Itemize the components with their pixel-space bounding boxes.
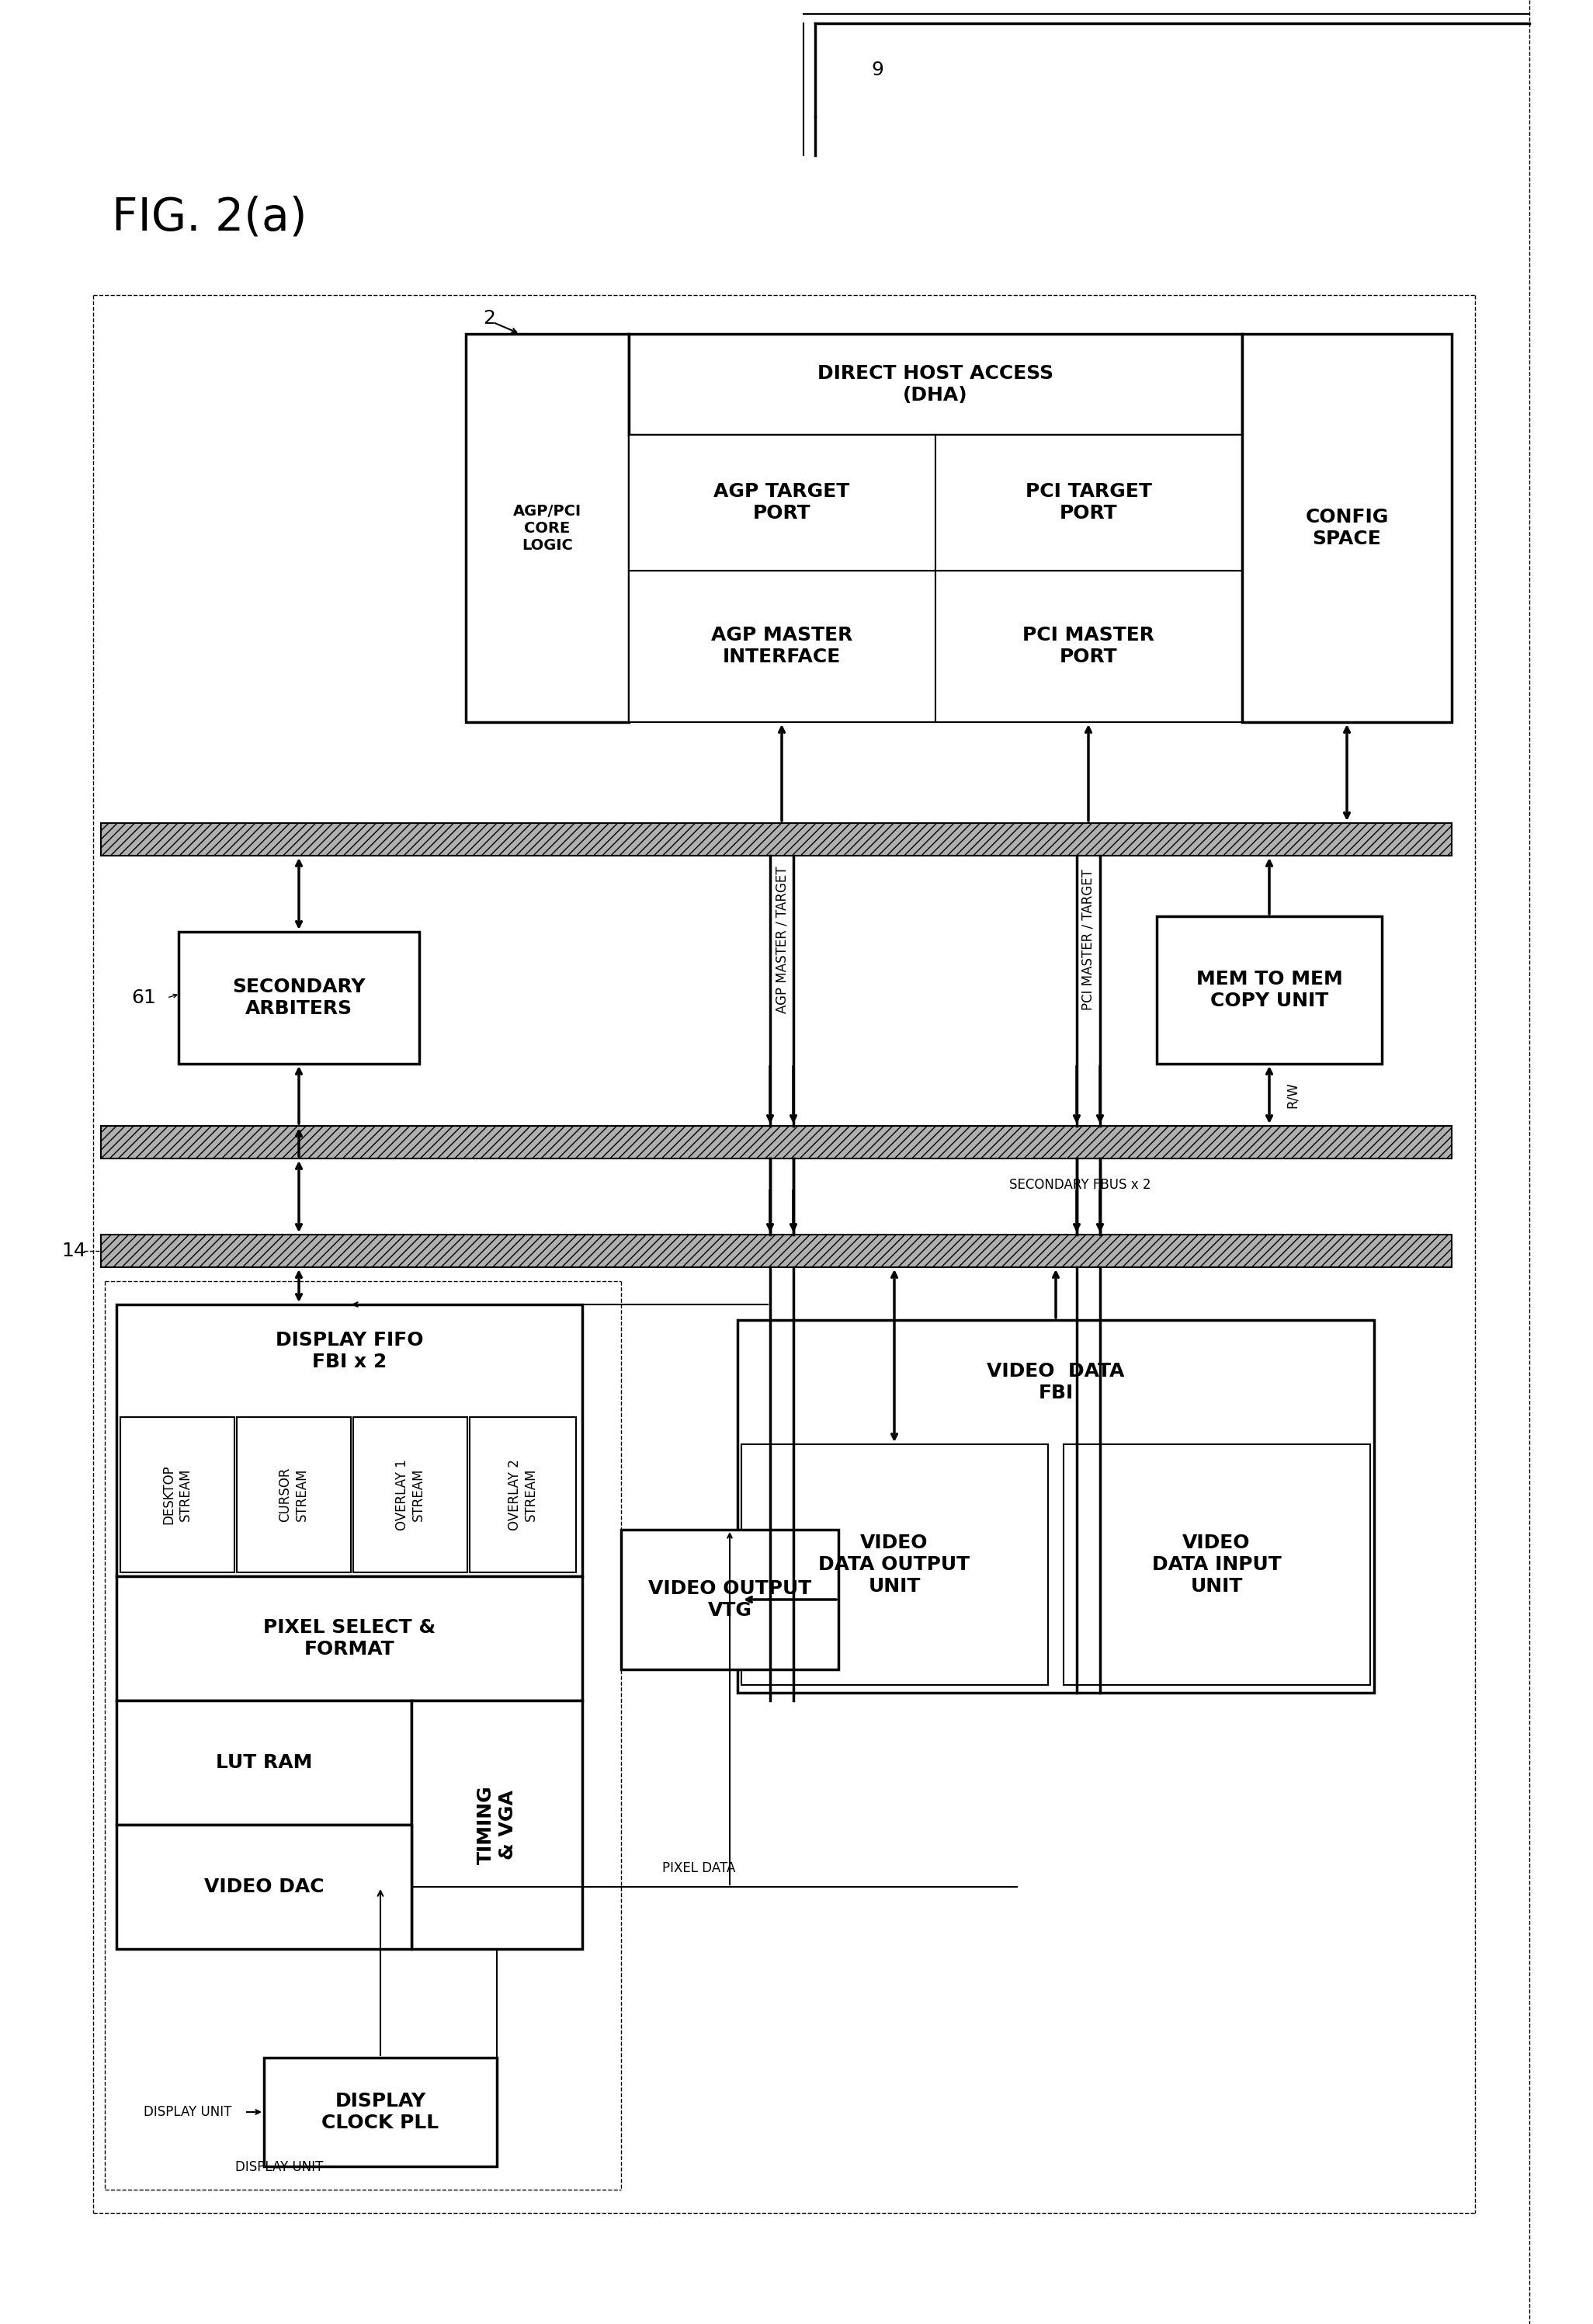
- Text: PCI MASTER
PORT: PCI MASTER PORT: [1023, 625, 1155, 667]
- Bar: [935, 435, 1243, 572]
- Text: DISPLAY UNIT: DISPLAY UNIT: [143, 2106, 231, 2119]
- Bar: [100, 1234, 1451, 1267]
- Text: CURSOR
STREAM: CURSOR STREAM: [279, 1466, 309, 1522]
- Bar: [116, 1576, 581, 1701]
- Text: PIXEL SELECT &
FORMAT: PIXEL SELECT & FORMAT: [263, 1618, 435, 1659]
- Bar: [738, 1320, 1375, 1692]
- Text: AGP MASTER
INTERFACE: AGP MASTER INTERFACE: [710, 625, 852, 667]
- Bar: [1243, 335, 1451, 723]
- Text: 2: 2: [483, 309, 495, 328]
- Text: AGP/PCI
CORE
LOGIC: AGP/PCI CORE LOGIC: [513, 504, 581, 553]
- Bar: [100, 823, 1451, 855]
- Text: AGP MASTER / TARGET: AGP MASTER / TARGET: [774, 867, 789, 1013]
- Text: CONFIG
SPACE: CONFIG SPACE: [1305, 509, 1389, 548]
- Bar: [465, 335, 629, 723]
- Bar: [237, 1418, 350, 1573]
- Bar: [935, 572, 1243, 723]
- Bar: [116, 1701, 411, 1824]
- Text: DESKTOP
STREAM: DESKTOP STREAM: [162, 1464, 193, 1525]
- Text: OVERLAY 1
STREAM: OVERLAY 1 STREAM: [395, 1459, 425, 1532]
- Bar: [116, 1824, 411, 1950]
- Bar: [621, 1529, 838, 1669]
- Text: VIDEO
DATA INPUT
UNIT: VIDEO DATA INPUT UNIT: [1152, 1534, 1281, 1597]
- Text: PIXEL DATA: PIXEL DATA: [663, 1862, 736, 1875]
- Bar: [629, 435, 935, 572]
- Bar: [264, 2057, 497, 2166]
- Bar: [116, 1304, 581, 1576]
- Text: 14: 14: [62, 1241, 86, 1260]
- Text: AGP TARGET
PORT: AGP TARGET PORT: [714, 483, 849, 523]
- Text: DISPLAY FIFO
FBI x 2: DISPLAY FIFO FBI x 2: [276, 1332, 424, 1371]
- Bar: [629, 335, 1243, 435]
- Bar: [100, 1125, 1451, 1157]
- Text: PCI MASTER / TARGET: PCI MASTER / TARGET: [1082, 869, 1096, 1011]
- Text: 9: 9: [871, 60, 884, 79]
- Text: PCI TARGET
PORT: PCI TARGET PORT: [1026, 483, 1152, 523]
- Text: LUT RAM: LUT RAM: [215, 1752, 312, 1771]
- Text: SECONDARY FBUS x 2: SECONDARY FBUS x 2: [1010, 1178, 1150, 1192]
- Text: DIRECT HOST ACCESS
(DHA): DIRECT HOST ACCESS (DHA): [817, 365, 1053, 404]
- Text: DISPLAY
CLOCK PLL: DISPLAY CLOCK PLL: [322, 2092, 440, 2131]
- Text: MEM TO MEM
COPY UNIT: MEM TO MEM COPY UNIT: [1196, 969, 1343, 1011]
- Bar: [629, 572, 935, 723]
- Text: VIDEO  DATA
FBI: VIDEO DATA FBI: [988, 1362, 1125, 1401]
- Text: TIMING
& VGA: TIMING & VGA: [476, 1785, 518, 1864]
- Text: VIDEO
DATA OUTPUT
UNIT: VIDEO DATA OUTPUT UNIT: [819, 1534, 970, 1597]
- Text: R/W: R/W: [1286, 1081, 1300, 1109]
- Text: SECONDARY
ARBITERS: SECONDARY ARBITERS: [233, 978, 365, 1018]
- Text: OVERLAY 2
STREAM: OVERLAY 2 STREAM: [508, 1459, 537, 1532]
- Bar: [741, 1443, 1048, 1685]
- Bar: [1157, 916, 1381, 1064]
- Bar: [354, 1418, 467, 1573]
- Text: VIDEO DAC: VIDEO DAC: [204, 1878, 323, 1896]
- Text: VIDEO OUTPUT
VTG: VIDEO OUTPUT VTG: [648, 1580, 811, 1620]
- Bar: [470, 1418, 577, 1573]
- Text: FIG. 2(a): FIG. 2(a): [112, 195, 307, 239]
- Text: 61: 61: [131, 988, 156, 1006]
- Bar: [178, 932, 419, 1064]
- Text: DISPLAY UNIT: DISPLAY UNIT: [236, 2161, 323, 2175]
- Bar: [411, 1701, 581, 1950]
- Bar: [121, 1418, 234, 1573]
- Bar: [1064, 1443, 1370, 1685]
